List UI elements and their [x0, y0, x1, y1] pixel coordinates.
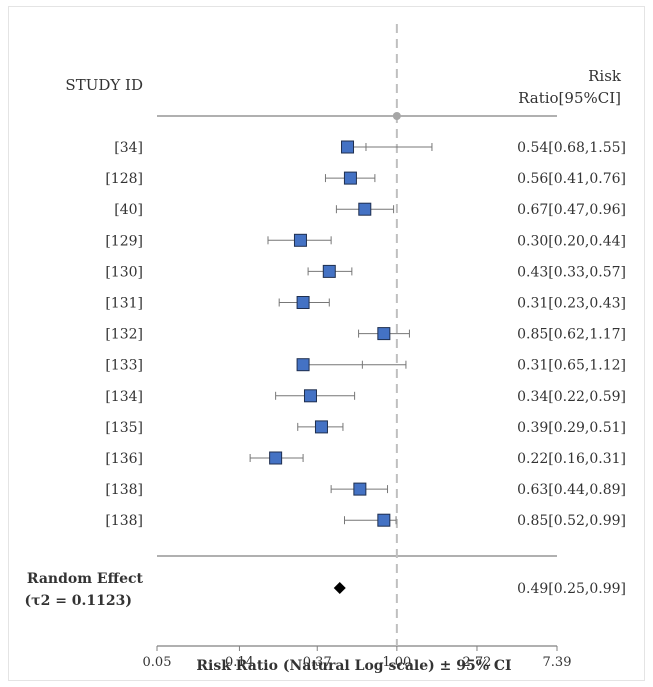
x-tick-label: 1.00 [382, 655, 411, 670]
study-value-label: 0.67[0.47,0.96] [517, 202, 626, 218]
point-estimate [341, 140, 355, 154]
study-value-label: 0.54[0.68,1.55] [517, 140, 626, 156]
reference-marker [392, 112, 401, 120]
study-id-label: [138] [105, 482, 143, 498]
point-estimate [353, 482, 367, 496]
study-id-label: [136] [105, 451, 143, 467]
study-id-label: [131] [105, 296, 143, 312]
point-estimate [343, 171, 357, 185]
point-estimate [293, 233, 307, 247]
study-id-label: [40] [114, 202, 143, 218]
study-value-label: 0.34[0.22,0.59] [517, 389, 626, 405]
study-value-label: 0.31[0.65,1.12] [517, 358, 626, 374]
x-tick-label: 0.05 [143, 655, 172, 670]
x-tick-label: 2.72 [462, 655, 491, 670]
summary-value-label: 0.49[0.25,0.99] [517, 581, 626, 597]
summary-diamond [333, 582, 346, 594]
study-value-label: 0.56[0.41,0.76] [517, 171, 626, 187]
point-estimate [296, 358, 310, 372]
point-estimate [269, 451, 283, 465]
study-id-label: [130] [105, 264, 143, 280]
point-estimate [322, 264, 336, 278]
point-estimate [358, 202, 372, 216]
study-id-label: [132] [105, 327, 143, 343]
study-value-label: 0.43[0.33,0.57] [517, 264, 626, 280]
summary-label-line2: (τ2 = 0.1123) [25, 593, 132, 609]
point-estimate [314, 420, 328, 434]
study-value-label: 0.39[0.29,0.51] [517, 420, 626, 436]
study-value-label: 0.63[0.44,0.89] [517, 482, 626, 498]
study-id-label: [135] [105, 420, 143, 436]
study-value-label: 0.85[0.62,1.17] [517, 327, 626, 343]
study-value-label: 0.85[0.52,0.99] [517, 513, 626, 529]
study-id-label: [128] [105, 171, 143, 187]
point-estimate [377, 327, 391, 341]
header-risk: Risk [588, 67, 622, 85]
point-estimate [303, 389, 317, 403]
x-tick-label: 7.39 [543, 655, 572, 670]
study-value-label: 0.30[0.20,0.44] [517, 233, 626, 249]
study-id-label: [133] [105, 358, 143, 374]
x-tick-label: 0.37 [303, 655, 332, 670]
study-value-label: 0.31[0.23,0.43] [517, 296, 626, 312]
x-tick-label: 0.14 [225, 655, 254, 670]
study-id-label: [134] [105, 389, 143, 405]
study-id-label: [138] [105, 513, 143, 529]
chart-frame [8, 6, 645, 681]
study-id-label: [34] [114, 140, 143, 156]
study-id-label: [129] [105, 233, 143, 249]
header-study-id: STUDY ID [65, 76, 143, 94]
x-axis-label: Risk Ratio (Natural Log scale) ± 95% CI [196, 658, 511, 674]
study-value-label: 0.22[0.16,0.31] [517, 451, 626, 467]
summary-label-line1: Random Effect [27, 571, 144, 587]
point-estimate [296, 296, 310, 309]
header-ratio-ci: Ratio[95%CI] [518, 89, 621, 107]
point-estimate [377, 513, 391, 527]
